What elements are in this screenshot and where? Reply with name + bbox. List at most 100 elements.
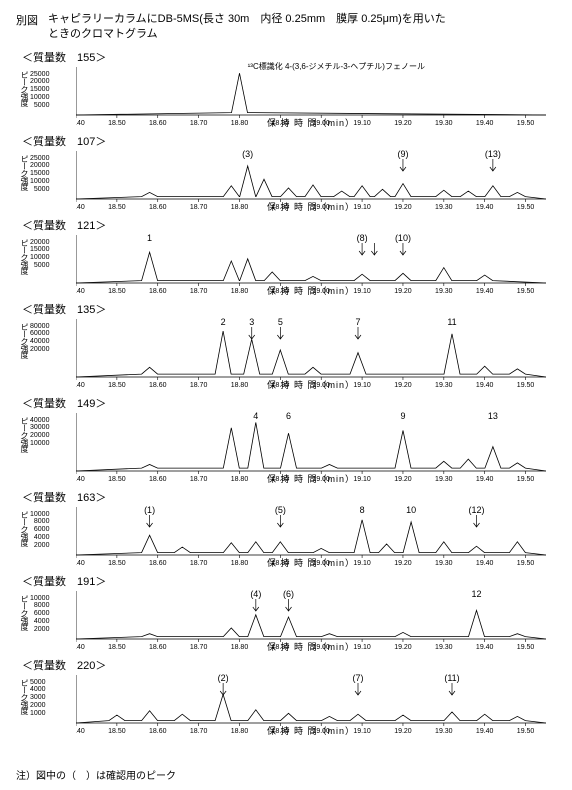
y-tick: 10000 [30,595,49,603]
y-tick: 80000 [30,323,49,331]
y-tick-list: 2000015000100005000 [30,239,49,270]
y-tick: 1000 [30,710,46,718]
peak-number-label: 2 [213,317,233,327]
y-tick: 5000 [30,679,46,687]
axis-frame [76,151,546,199]
y-tick-list: 100008000600040002000 [30,595,49,633]
footnote: 注）図中の（ ）は確認用のピーク [16,767,176,782]
y-tick: 10000 [30,440,49,448]
peak-number-label: 11 [442,317,462,327]
peak-number-label: 10 [401,505,421,515]
axis-frame [76,675,546,723]
y-tick-list: 80000600004000020000 [30,323,49,354]
arrow-icon [371,243,377,255]
y-tick: 20000 [30,346,49,354]
axis-frame [76,319,546,377]
y-tick: 40000 [30,338,49,346]
y-tick: 8000 [30,518,49,526]
y-tick: 20000 [30,162,49,170]
y-tick: 15000 [30,86,49,94]
y-tick: 6000 [30,526,49,534]
trace-line [76,331,546,377]
y-axis-block: ピーク強度40000300002000010000 [16,417,76,452]
y-tick: 3000 [30,694,46,702]
arrow-icon [474,515,480,527]
y-axis-label: ピーク強度 [16,595,28,630]
y-tick: 60000 [30,330,49,338]
arrow-icon [355,683,361,695]
y-axis-block: ピーク強度80000600004000020000 [16,323,76,358]
x-axis-label: 保 持 時 間（min） [76,556,546,569]
y-tick: 25000 [30,155,49,163]
y-tick: 10000 [30,511,49,519]
peak-number-label: (4) [246,589,266,599]
peak-number-label: 1 [140,233,160,243]
y-tick: 30000 [30,424,49,432]
arrow-icon [253,599,259,611]
y-tick: 15000 [30,170,49,178]
trace-line [76,422,546,471]
y-tick: 20000 [30,239,49,247]
peak-number-label: (3) [238,149,258,159]
y-axis-label: ピーク強度 [16,155,28,190]
arrow-icon [277,327,283,339]
chart-plot-area: ピーク強度25000200001500010000500018.4018.501… [16,149,556,211]
peak-number-label: 13 [483,411,503,421]
y-tick: 4000 [30,686,46,694]
arrow-icon [490,159,496,171]
peak-number-label: (11) [442,673,462,683]
y-axis-label: ピーク強度 [16,679,28,714]
peak-number-label: 8 [352,505,372,515]
y-axis-block: ピーク強度100008000600040002000 [16,511,76,549]
y-tick: 25000 [30,71,49,79]
chromatogram-panel: ＜質量数 135＞ピーク強度8000060000400002000018.401… [16,301,556,389]
peak-number-label: 4 [246,411,266,421]
arrow-icon [400,243,406,255]
peak-number-label: (12) [467,505,487,515]
peak-number-label: (8) [352,233,372,243]
mass-number-label: ＜質量数 149＞ [22,395,556,411]
peak-caption: ¹³C標識化 4-(3,6-ジメチル-3-ヘプチル)フェノール [248,61,425,72]
y-axis-block: ピーク強度100008000600040002000 [16,595,76,633]
chart-plot-area: ピーク強度10000800060004000200018.4018.5018.6… [16,589,556,651]
y-tick: 6000 [30,610,49,618]
peak-number-label: 12 [467,589,487,599]
arrow-icon [355,327,361,339]
chart-plot-area: ピーク強度200001500010000500018.4018.5018.601… [16,233,556,295]
trace-line [76,252,546,283]
chromatogram-panel: ＜質量数 149＞ピーク強度4000030000200001000018.401… [16,395,556,483]
figure-title: キャピラリーカラムにDB-5MS(長さ 30m 内径 0.25mm 膜厚 0.2… [48,12,446,43]
x-axis-label: 保 持 時 間（min） [76,640,546,653]
peak-number-label: (6) [279,589,299,599]
chart-plot-area: ピーク強度5000400030002000100018.4018.5018.60… [16,673,556,735]
y-tick-list: 40000300002000010000 [30,417,49,448]
peak-number-label: (2) [213,673,233,683]
y-tick: 20000 [30,432,49,440]
chromatogram-panel: ＜質量数 220＞ピーク強度5000400030002000100018.401… [16,657,556,735]
chart-plot-area: ピーク強度8000060000400002000018.4018.5018.60… [16,317,556,389]
x-axis-label: 保 持 時 間（min） [76,472,546,485]
arrow-icon [220,683,226,695]
y-axis-block: ピーク強度250002000015000100005000 [16,155,76,193]
arrow-icon [449,683,455,695]
arrow-icon [147,515,153,527]
peak-number-label: (9) [393,149,413,159]
y-tick: 10000 [30,94,49,102]
y-tick: 2000 [30,626,49,634]
chromatogram-panel: ＜質量数 191＞ピーク強度10000800060004000200018.40… [16,573,556,651]
y-tick: 15000 [30,246,49,254]
y-tick: 2000 [30,702,46,710]
y-axis-label: ピーク強度 [16,511,28,546]
y-tick: 40000 [30,417,49,425]
arrow-icon [277,515,283,527]
y-axis-label: ピーク強度 [16,323,28,358]
y-tick: 2000 [30,542,49,550]
y-tick: 8000 [30,602,49,610]
y-tick: 5000 [30,262,49,270]
y-axis-label: ピーク強度 [16,71,28,106]
y-tick: 4000 [30,618,49,626]
axis-frame [76,67,546,115]
peak-number-label: 9 [393,411,413,421]
mass-number-label: ＜質量数 121＞ [22,217,556,233]
trace-line [76,610,546,639]
